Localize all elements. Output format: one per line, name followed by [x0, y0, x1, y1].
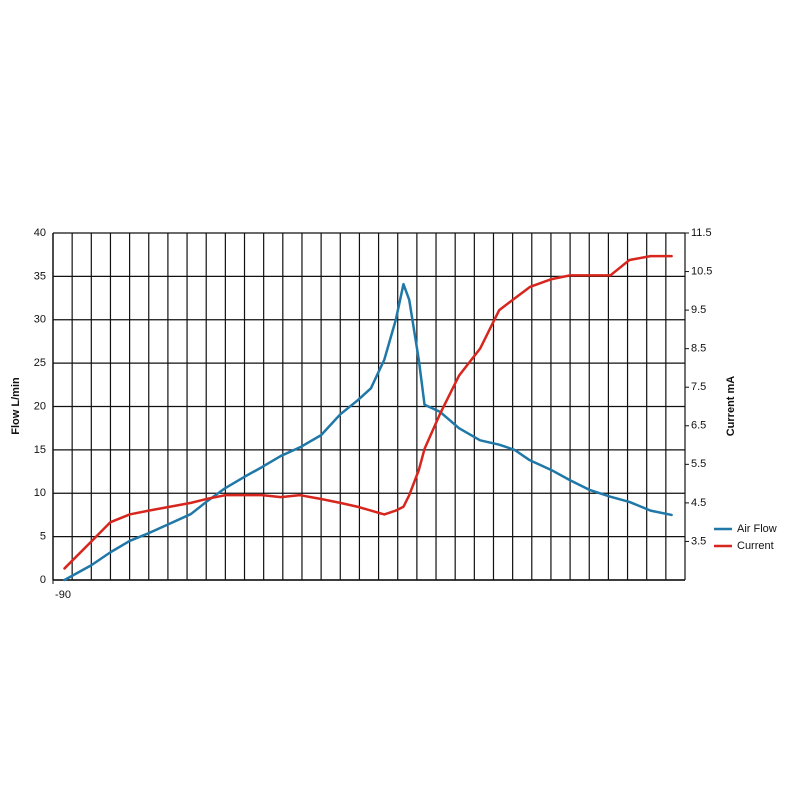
y2-tick-label: 7.5 [691, 381, 706, 393]
y2-tick-label: 9.5 [691, 304, 706, 316]
data-line [63, 254, 673, 570]
y-tick-label: 15 [34, 444, 46, 456]
y-axis-label: Flow L/min [10, 377, 22, 435]
y2-tick-label: 11.5 [691, 227, 712, 239]
y-tick-label: 20 [34, 400, 46, 412]
y2-tick-label: 6.5 [691, 420, 706, 432]
y-tick-label: 0 [40, 574, 46, 586]
y-tick-label: 10 [34, 487, 46, 499]
y-tick-label: 35 [34, 270, 46, 282]
y2-tick-label: 10.5 [691, 265, 712, 277]
y-tick-label: 40 [34, 227, 46, 239]
y2-tick-label: 3.5 [691, 535, 706, 547]
legend-label: Current [737, 540, 774, 552]
y2-tick-label: 5.5 [691, 458, 706, 470]
y2-tick-label: 8.5 [691, 343, 706, 355]
y-tick-label: 30 [34, 314, 46, 326]
y-tick-label: 5 [40, 531, 46, 543]
x-tick-label: -90 [55, 589, 71, 601]
y2-tick-label: 4.5 [691, 497, 706, 509]
y-tick-label: 25 [34, 357, 46, 369]
data-line [63, 282, 673, 582]
y2-axis-label: Current mA [725, 376, 737, 437]
legend-label: Air Flow [737, 523, 777, 535]
